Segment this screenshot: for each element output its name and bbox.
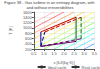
svg-text:1200: 1200 [23,20,33,25]
svg-text:Figure 38 - Gas turbine in an: Figure 38 - Gas turbine in an entropy di… [4,0,96,5]
svg-text:Ideal cycle: Ideal cycle [48,65,68,69]
svg-text:400: 400 [25,41,32,46]
svg-text:2.0: 2.0 [61,51,67,56]
svg-text:T [K]: T [K] [8,26,13,34]
svg-text:3.5: 3.5 [91,51,97,56]
svg-text:1.5: 1.5 [51,51,57,56]
svg-text:2.5: 2.5 [71,51,77,56]
svg-text:200: 200 [25,46,32,52]
svg-text:3.0: 3.0 [81,51,87,56]
svg-text:1000: 1000 [23,25,33,30]
svg-text:800: 800 [25,31,32,36]
svg-text:0.5: 0.5 [31,51,37,56]
svg-text:1400: 1400 [23,15,33,20]
svg-text:1.0: 1.0 [41,51,47,56]
svg-text:and without irreversibilities: and without irreversibilities [27,5,74,10]
svg-text:s [kJ/(kg K)]: s [kJ/(kg K)] [53,59,75,65]
svg-text:600: 600 [25,36,32,41]
svg-text:Real cycle: Real cycle [82,65,100,69]
svg-text:1600: 1600 [23,10,33,15]
